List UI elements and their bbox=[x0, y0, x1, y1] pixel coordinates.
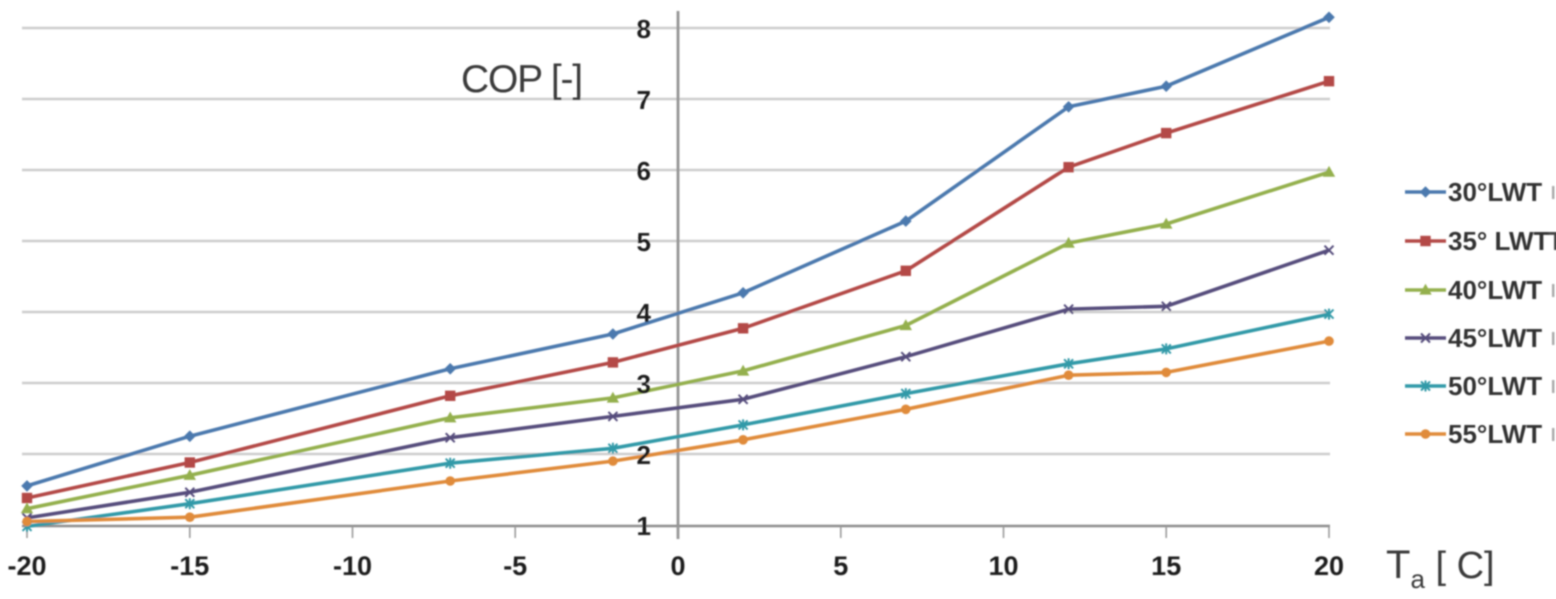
svg-text:-20: -20 bbox=[7, 551, 46, 581]
svg-text:35° LWT: 35° LWT bbox=[1448, 226, 1550, 256]
svg-text:8: 8 bbox=[637, 14, 651, 44]
svg-text:2: 2 bbox=[637, 440, 651, 470]
svg-text:Ta [ C]: Ta [ C] bbox=[1386, 543, 1495, 594]
svg-text:5: 5 bbox=[833, 551, 848, 581]
svg-text:15: 15 bbox=[1151, 551, 1181, 581]
svg-text:3: 3 bbox=[637, 369, 651, 399]
svg-text:45°LWT: 45°LWT bbox=[1448, 323, 1542, 353]
svg-text:COP [-]: COP [-] bbox=[461, 58, 582, 101]
svg-text:40°LWT: 40°LWT bbox=[1448, 275, 1542, 305]
svg-text:20: 20 bbox=[1314, 551, 1344, 581]
svg-text:7: 7 bbox=[637, 85, 651, 115]
svg-text:6: 6 bbox=[637, 156, 651, 186]
svg-text:-5: -5 bbox=[503, 551, 527, 581]
svg-text:4: 4 bbox=[637, 298, 652, 328]
svg-text:-10: -10 bbox=[333, 551, 372, 581]
svg-text:55°LWT: 55°LWT bbox=[1448, 419, 1542, 449]
svg-text:0: 0 bbox=[670, 551, 685, 581]
svg-text:1: 1 bbox=[637, 511, 651, 541]
svg-text:10: 10 bbox=[988, 551, 1018, 581]
svg-text:50°LWT: 50°LWT bbox=[1448, 371, 1542, 401]
svg-text:5: 5 bbox=[637, 227, 651, 257]
svg-text:-15: -15 bbox=[170, 551, 209, 581]
svg-text:30°LWT: 30°LWT bbox=[1448, 177, 1542, 207]
svg-text:T: T bbox=[1548, 226, 1556, 256]
